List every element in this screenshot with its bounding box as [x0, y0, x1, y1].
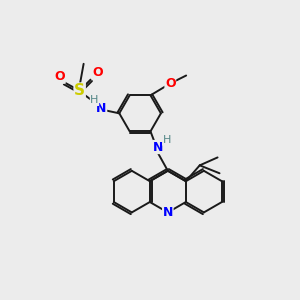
Text: N: N — [153, 140, 163, 154]
Text: S: S — [74, 83, 85, 98]
Text: O: O — [55, 70, 65, 83]
Text: N: N — [163, 206, 173, 219]
Text: O: O — [165, 77, 175, 90]
Text: O: O — [92, 66, 103, 79]
Text: N: N — [96, 102, 106, 115]
Text: H: H — [90, 95, 99, 106]
Text: H: H — [163, 135, 171, 145]
